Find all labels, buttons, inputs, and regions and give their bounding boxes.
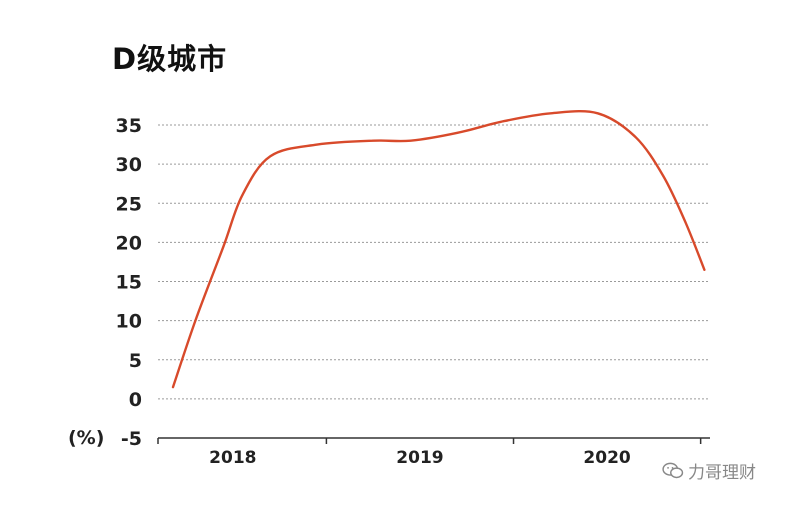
y-tick-label: -5	[121, 428, 142, 450]
x-axis	[157, 437, 710, 444]
y-tick-labels: 35 30 25 20 15 10 5 0 -5	[116, 115, 142, 450]
y-tick-label: 10	[116, 311, 142, 333]
wechat-icon	[662, 462, 684, 478]
y-axis-unit-label: (%)	[68, 427, 104, 449]
y-tick-label: 0	[129, 389, 142, 411]
x-tick-label: 2019	[396, 448, 443, 468]
y-tick-label: 35	[116, 115, 142, 137]
watermark: 力哥理财	[662, 458, 756, 483]
y-tick-label: 5	[129, 350, 142, 372]
y-tick-label: 15	[116, 272, 142, 294]
x-tick-label: 2018	[209, 448, 256, 468]
chart-title: D级城市	[112, 42, 228, 76]
series-line	[171, 109, 706, 389]
x-tick-label: 2020	[583, 448, 630, 468]
y-tick-label: 25	[116, 193, 142, 215]
x-tick-labels: 2018 2019 2020	[209, 448, 631, 468]
watermark-text: 力哥理财	[688, 463, 756, 483]
y-tick-label: 30	[116, 154, 142, 176]
grid-lines	[158, 124, 710, 400]
y-tick-label: 20	[116, 232, 142, 254]
